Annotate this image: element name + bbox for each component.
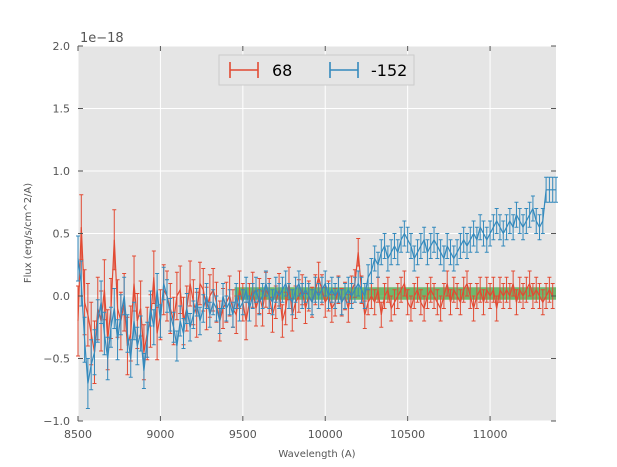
legend-marker-152 <box>329 62 359 78</box>
y-offset-text: 1e−18 <box>80 31 124 46</box>
y-tick-label: −0.5 <box>43 353 70 366</box>
x-tick-label: 10000 <box>308 428 343 441</box>
series-layer <box>76 176 558 409</box>
x-tick-label: 9500 <box>229 428 257 441</box>
y-tick-label: 0.5 <box>53 228 71 241</box>
series-line--152 <box>77 189 556 384</box>
y-tick-label: −1.0 <box>43 415 70 428</box>
x-tick-label: 8500 <box>64 428 92 441</box>
axis-ticks: 8500 9000 9500 10000 10500 11000 −1.0 −0.5 0.0 0.… <box>43 40 556 441</box>
y-tick-label: 1.5 <box>53 103 71 116</box>
legend-label-68: 68 <box>272 61 292 80</box>
x-tick-label: 9000 <box>146 428 174 441</box>
legend: 68 -152 <box>218 54 415 86</box>
series--152 <box>76 176 558 409</box>
x-axis-label: Wavelength (A) <box>278 449 355 460</box>
y-tick-label: 1.0 <box>53 165 71 178</box>
legend-marker-68 <box>229 62 259 78</box>
x-tick-label: 11000 <box>473 428 508 441</box>
y-tick-label: 2.0 <box>53 40 71 53</box>
y-tick-label: 0.0 <box>53 290 71 303</box>
y-axis-label: Flux (erg/s/cm^2/A) <box>23 183 34 283</box>
legend-label-152: -152 <box>371 61 407 80</box>
x-tick-label: 10500 <box>390 428 425 441</box>
